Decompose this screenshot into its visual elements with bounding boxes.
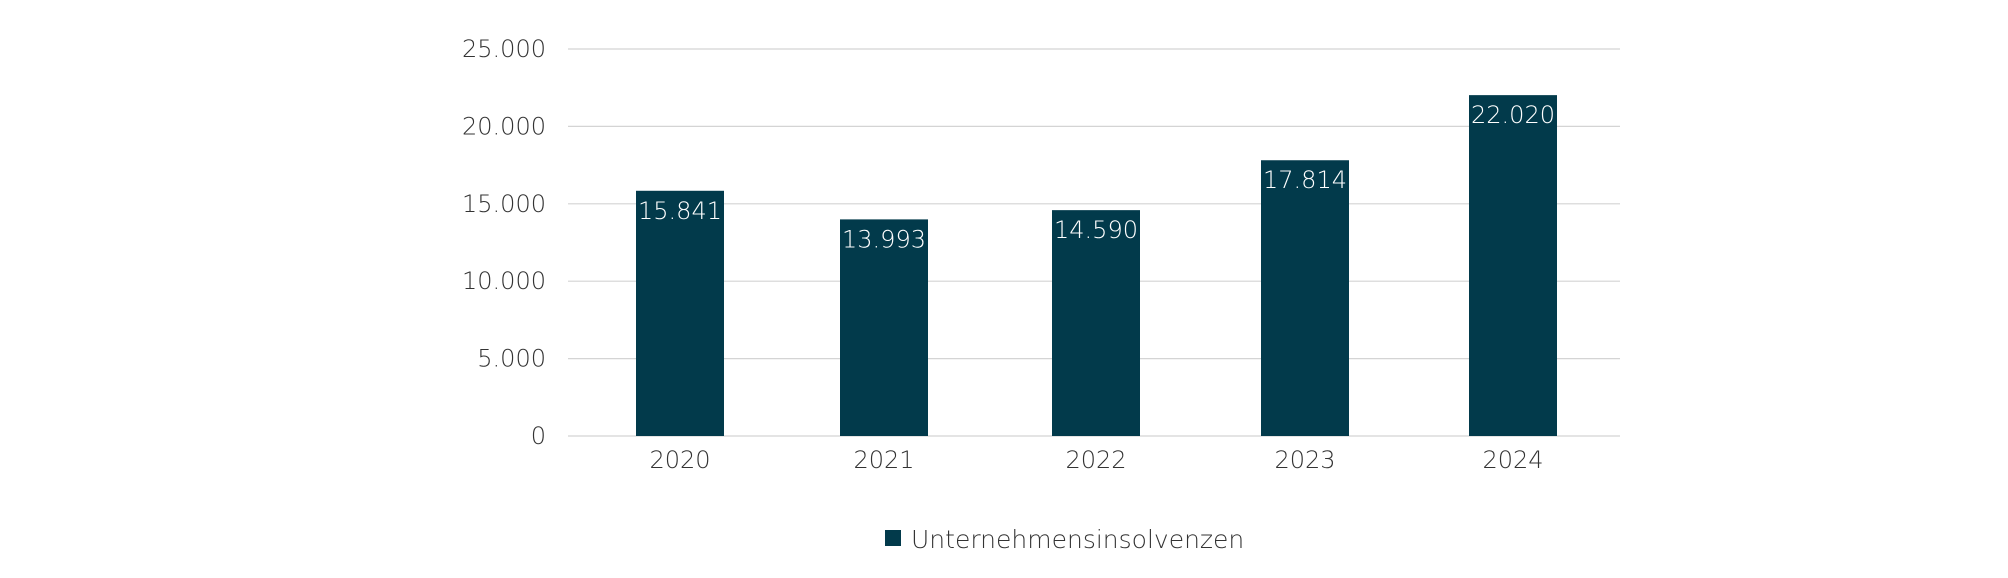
x-tick-label: 2020: [649, 446, 710, 474]
y-tick-label: 10.000: [462, 267, 546, 295]
data-labels: 15.841 13.993 14.590 17.814 22.020: [638, 101, 1555, 253]
x-tick-label: 2024: [1482, 446, 1543, 474]
legend-label: Unternehmensinsolvenzen: [911, 525, 1244, 554]
legend: Unternehmensinsolvenzen: [885, 525, 1244, 554]
bar: [1469, 95, 1557, 436]
y-tick-label: 5.000: [477, 345, 546, 373]
bar: [840, 219, 928, 436]
y-tick-label: 15.000: [462, 190, 546, 218]
bars: [636, 95, 1557, 437]
data-label: 15.841: [638, 197, 722, 225]
data-label: 17.814: [1263, 166, 1347, 194]
bar: [1052, 210, 1140, 436]
data-label: 13.993: [842, 225, 926, 253]
data-label: 14.590: [1054, 216, 1138, 244]
x-tick-label: 2022: [1065, 446, 1126, 474]
y-tick-label: 20.000: [462, 112, 546, 140]
bar: [636, 190, 724, 436]
x-tick-label: 2021: [853, 446, 914, 474]
x-tick-label: 2023: [1274, 446, 1335, 474]
legend-swatch: [885, 530, 901, 546]
y-axis-ticks: 0 5.000 10.000 15.000 20.000 25.000: [462, 35, 546, 450]
data-label: 22.020: [1471, 101, 1555, 129]
bar: [1261, 160, 1349, 437]
y-tick-label: 25.000: [462, 35, 546, 63]
y-tick-label: 0: [531, 422, 546, 450]
x-axis-ticks: 2020 2021 2022 2023 2024: [649, 446, 1543, 474]
